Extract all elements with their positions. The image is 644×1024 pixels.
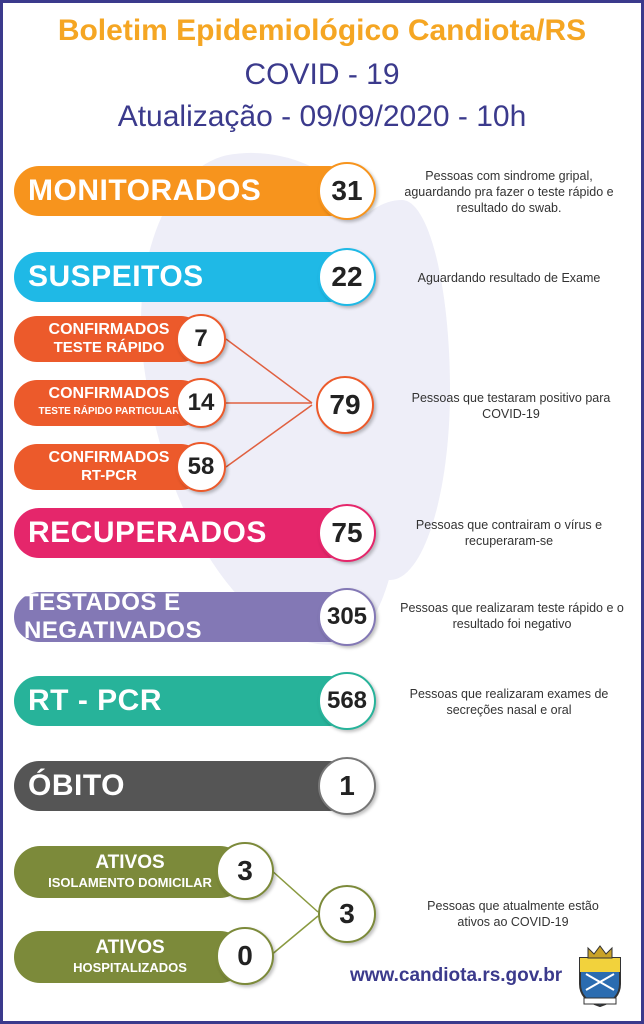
confirmados-particular-line1: CONFIRMADOS xyxy=(48,385,170,402)
ativos-hospitalizados-value: 0 xyxy=(216,927,274,985)
negativados-label: TESTADOS E NEGATIVADOS xyxy=(24,589,202,644)
confirmados-total-value: 79 xyxy=(316,376,374,434)
page-subtitle: COVID - 19 xyxy=(244,58,400,91)
confirmados-rtpcr-value: 58 xyxy=(176,442,226,492)
city-crest-icon xyxy=(579,945,621,1008)
recuperados-note: Pessoas que contrairam o vírus e recuper… xyxy=(415,518,603,548)
ativos-hospitalizados-line1: ATIVOS xyxy=(95,937,165,958)
rtpcr-pill: RT - PCR xyxy=(14,676,354,726)
negativados-value: 305 xyxy=(318,588,376,646)
ativos-total-note: Pessoas que atualmente estão ativos ao C… xyxy=(427,899,599,929)
ativos-isolamento-line1: ATIVOS xyxy=(95,852,165,873)
obito-pill: ÓBITO xyxy=(14,761,354,811)
ativos-isolamento-pill: ATIVOS ISOLAMENTO DOMICILAR xyxy=(14,846,246,898)
confirmados-rapido-value: 7 xyxy=(176,314,226,364)
monitorados-note: Pessoas com sindrome gripal, aguardando … xyxy=(404,169,614,215)
update-date: Atualização - 09/09/2020 - 10h xyxy=(117,100,527,133)
rtpcr-note: Pessoas que realizaram exames de secreçõ… xyxy=(409,687,609,717)
negativados-note: Pessoas que realizaram teste rápido e o … xyxy=(400,601,624,631)
suspeitos-label: SUSPEITOS xyxy=(28,260,204,293)
recuperados-pill: RECUPERADOS xyxy=(14,508,354,558)
confirmados-rapido-pill: CONFIRMADOS TESTE RÁPIDO xyxy=(14,316,204,362)
ativos-hospitalizados-pill: ATIVOS HOSPITALIZADOS xyxy=(14,931,246,983)
ativos-total-value: 3 xyxy=(318,885,376,943)
confirmados-total-note: Pessoas que testaram positivo para COVID… xyxy=(411,391,611,421)
suspeitos-note: Aguardando resultado de Exame xyxy=(417,271,601,285)
monitorados-value: 31 xyxy=(318,162,376,220)
confirmados-particular-value: 14 xyxy=(176,378,226,428)
suspeitos-value: 22 xyxy=(318,248,376,306)
monitorados-pill: MONITORADOS xyxy=(14,166,354,216)
confirmados-rapido-line2: TESTE RÁPIDO xyxy=(53,339,165,356)
rtpcr-label: RT - PCR xyxy=(28,684,162,717)
recuperados-value: 75 xyxy=(318,504,376,562)
confirmados-rtpcr-line2: RT-PCR xyxy=(81,467,137,484)
monitorados-label: MONITORADOS xyxy=(28,174,262,207)
rtpcr-value: 568 xyxy=(318,672,376,730)
confirmados-particular-pill: CONFIRMADOS TESTE RÁPIDO PARTICULAR xyxy=(14,380,204,426)
obito-label: ÓBITO xyxy=(28,769,125,802)
ativos-hospitalizados-line2: HOSPITALIZADOS xyxy=(73,960,187,975)
negativados-pill: TESTADOS E NEGATIVADOS xyxy=(14,589,354,644)
ativos-isolamento-value: 3 xyxy=(216,842,274,900)
ativos-isolamento-line2: ISOLAMENTO DOMICILAR xyxy=(48,875,212,890)
recuperados-label: RECUPERADOS xyxy=(28,516,267,549)
page-title: Boletim Epidemiológico Candiota/RS xyxy=(57,14,587,47)
website-link[interactable]: www.candiota.rs.gov.br xyxy=(350,965,563,986)
obito-value: 1 xyxy=(318,757,376,815)
confirmados-rtpcr-line1: CONFIRMADOS xyxy=(48,449,170,466)
confirmados-particular-line2: TESTE RÁPIDO PARTICULAR xyxy=(38,406,180,417)
confirmados-rtpcr-pill: CONFIRMADOS RT-PCR xyxy=(14,444,204,490)
suspeitos-pill: SUSPEITOS xyxy=(14,252,354,302)
confirmados-rapido-line1: CONFIRMADOS xyxy=(48,321,170,338)
